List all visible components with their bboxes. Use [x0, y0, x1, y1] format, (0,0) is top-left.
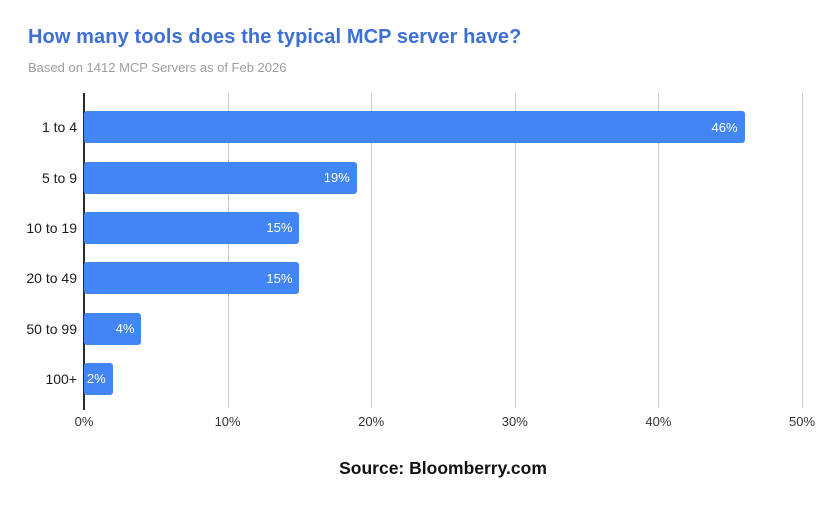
- gridline: [514, 93, 516, 408]
- gridline: [658, 93, 660, 408]
- category-label: 50 to 99: [26, 320, 77, 337]
- x-tick-label: 30%: [501, 414, 528, 429]
- bar-value-label: 4%: [115, 321, 135, 337]
- x-tick-label: 20%: [358, 414, 385, 429]
- category-label: 20 to 49: [26, 270, 77, 287]
- category-label: 10 to 19: [26, 219, 77, 236]
- bar: 4%: [84, 312, 142, 345]
- page-subtitle: Based on 1412 MCP Servers as of Feb 2026: [28, 60, 287, 75]
- bar: 46%: [84, 111, 745, 144]
- category-label: 100+: [45, 370, 77, 387]
- gridline: [802, 93, 803, 408]
- bar-value-label: 2%: [86, 371, 106, 387]
- bar: 2%: [84, 362, 113, 395]
- bar-value-label: 19%: [323, 170, 350, 186]
- category-label: 5 to 9: [41, 169, 77, 186]
- bar: 15%: [84, 262, 300, 295]
- gridline: [371, 93, 373, 408]
- bar: 19%: [84, 161, 357, 194]
- bar: 15%: [84, 211, 300, 244]
- bar-value-label: 15%: [266, 270, 293, 286]
- category-labels: 1 to 4 5 to 9 10 to 19 20 to 49 50 to 99 100+: [0, 93, 77, 395]
- grid-layer: [83, 93, 803, 410]
- gridline: [227, 93, 229, 408]
- y-axis-line: [83, 93, 85, 410]
- source-text: Source: Bloomberry.com: [339, 458, 547, 478]
- x-tick-label: 10%: [214, 414, 241, 429]
- x-tick-label: 40%: [645, 414, 672, 429]
- x-tick-label: 50%: [788, 414, 816, 429]
- page-title: How many tools does the typical MCP serv…: [28, 26, 522, 48]
- category-label: 1 to 4: [41, 119, 77, 136]
- x-tick-label: 0%: [74, 414, 94, 429]
- x-axis-labels: 0% 10% 20% 30% 40% 50%: [75, 414, 815, 432]
- bar-value-label: 15%: [266, 220, 293, 236]
- bars-layer: 46% 19% 15% 15% 4% 2%: [84, 93, 802, 395]
- bar-value-label: 46%: [711, 119, 738, 135]
